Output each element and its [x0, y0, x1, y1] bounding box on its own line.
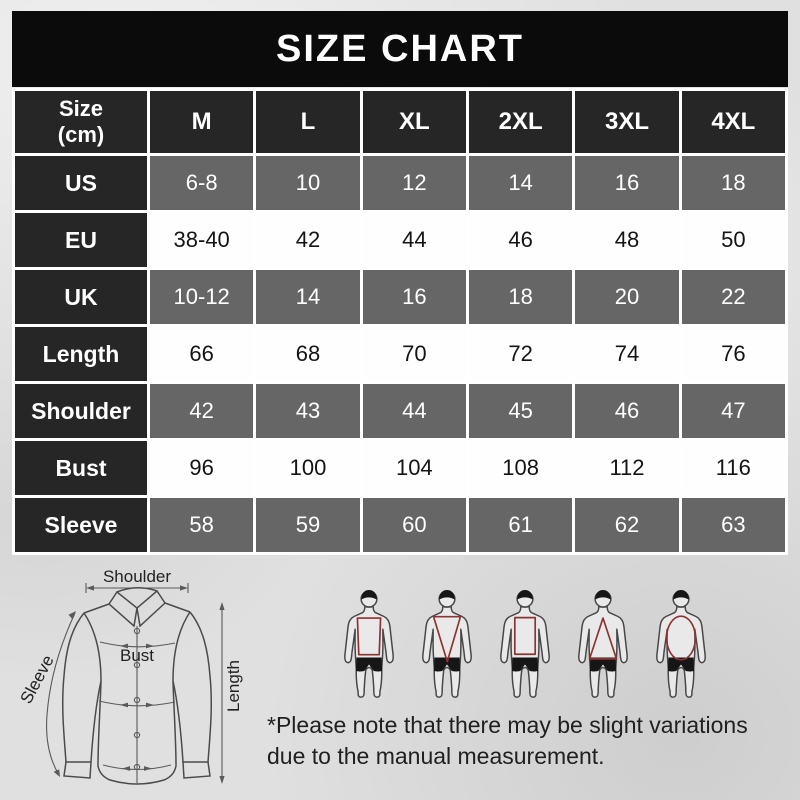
col-header-3xl: 3XL: [575, 91, 679, 153]
size-value-cell: 20: [575, 270, 679, 324]
table-row-eu: EU 38-40 42 44 46 48 50: [15, 213, 785, 267]
size-value-cell: 70: [362, 327, 466, 381]
size-value-cell: 10: [256, 156, 360, 210]
col-header-m: M: [150, 91, 254, 153]
size-value-cell: 60: [362, 498, 466, 552]
title-banner: SIZE CHART: [12, 11, 788, 87]
table-row-sleeve: Sleeve 58 59 60 61 62 63: [15, 498, 785, 552]
size-value-cell: 63: [681, 498, 785, 552]
col-header-4xl: 4XL: [681, 91, 785, 153]
size-value-cell: 74: [575, 327, 679, 381]
bust-measure-label: Bust: [120, 646, 154, 665]
size-value-cell: 68: [256, 327, 360, 381]
size-value-cell: 12: [362, 156, 466, 210]
size-value-cell: 104: [362, 441, 466, 495]
size-value-cell: 58: [150, 498, 254, 552]
table-row-bust: Bust 96 100 104 108 112 116: [15, 441, 785, 495]
size-value-cell: 44: [362, 384, 466, 438]
size-value-cell: 22: [681, 270, 785, 324]
v-shape-body-icon: [422, 589, 472, 698]
size-value-cell: 18: [681, 156, 785, 210]
table-row-uk: UK 10-12 14 16 18 20 22: [15, 270, 785, 324]
size-value-cell: 50: [681, 213, 785, 267]
row-label-uk: UK: [15, 270, 147, 324]
trapezoid-body-icon: [344, 589, 394, 698]
measurement-note: *Please note that there may be slight va…: [267, 710, 792, 772]
size-value-cell: 47: [681, 384, 785, 438]
size-value-cell: 62: [575, 498, 679, 552]
corner-cell: Size (cm): [15, 91, 147, 153]
col-header-2xl: 2XL: [468, 91, 573, 153]
col-header-xl: XL: [362, 91, 466, 153]
size-value-cell: 38-40: [150, 213, 254, 267]
size-value-cell: 14: [256, 270, 360, 324]
body-figures-row: [330, 587, 720, 702]
sleeve-measure-label: Sleeve: [17, 652, 58, 707]
shoulder-measure-label: Shoulder: [103, 567, 171, 586]
size-value-cell: 44: [362, 213, 466, 267]
table-row-us: US 6-8 10 12 14 16 18: [15, 156, 785, 210]
size-value-cell: 100: [256, 441, 360, 495]
page-title: SIZE CHART: [276, 27, 524, 70]
size-value-cell: 76: [681, 327, 785, 381]
note-line-1: *Please note that there may be slight va…: [267, 712, 748, 738]
row-label-eu: EU: [15, 213, 147, 267]
size-value-cell: 96: [150, 441, 254, 495]
note-line-2: due to the manual measurement.: [267, 743, 605, 769]
size-value-cell: 14: [468, 156, 573, 210]
size-value-cell: 72: [468, 327, 573, 381]
size-value-cell: 108: [468, 441, 573, 495]
size-value-cell: 59: [256, 498, 360, 552]
oval-body-icon: [656, 589, 706, 698]
table-row-shoulder: Shoulder 42 43 44 45 46 47: [15, 384, 785, 438]
row-label-length: Length: [15, 327, 147, 381]
size-value-cell: 10-12: [150, 270, 254, 324]
size-value-cell: 18: [468, 270, 573, 324]
size-value-cell: 48: [575, 213, 679, 267]
shirt-measurement-diagram: Shoulder Bust: [17, 567, 243, 785]
size-value-cell: 42: [256, 213, 360, 267]
size-value-cell: 42: [150, 384, 254, 438]
size-value-cell: 46: [468, 213, 573, 267]
size-value-cell: 61: [468, 498, 573, 552]
row-label-shoulder: Shoulder: [15, 384, 147, 438]
size-table: Size (cm) M L XL 2XL 3XL 4XL US 6-8 10 1…: [12, 88, 788, 555]
triangle-body-icon: [578, 589, 628, 698]
size-value-cell: 45: [468, 384, 573, 438]
size-value-cell: 16: [575, 156, 679, 210]
corner-line-2: (cm): [57, 122, 105, 147]
size-value-cell: 66: [150, 327, 254, 381]
size-value-cell: 16: [362, 270, 466, 324]
size-value-cell: 112: [575, 441, 679, 495]
table-row-length: Length 66 68 70 72 74 76: [15, 327, 785, 381]
corner-line-1: Size: [58, 96, 104, 121]
length-measure-label: Length: [224, 660, 243, 712]
row-label-sleeve: Sleeve: [15, 498, 147, 552]
row-label-us: US: [15, 156, 147, 210]
size-value-cell: 46: [575, 384, 679, 438]
size-value-cell: 43: [256, 384, 360, 438]
rectangle-body-icon: [500, 589, 550, 698]
row-label-bust: Bust: [15, 441, 147, 495]
col-header-l: L: [256, 91, 360, 153]
header-row: Size (cm) M L XL 2XL 3XL 4XL: [15, 91, 785, 153]
size-value-cell: 116: [681, 441, 785, 495]
size-value-cell: 6-8: [150, 156, 254, 210]
